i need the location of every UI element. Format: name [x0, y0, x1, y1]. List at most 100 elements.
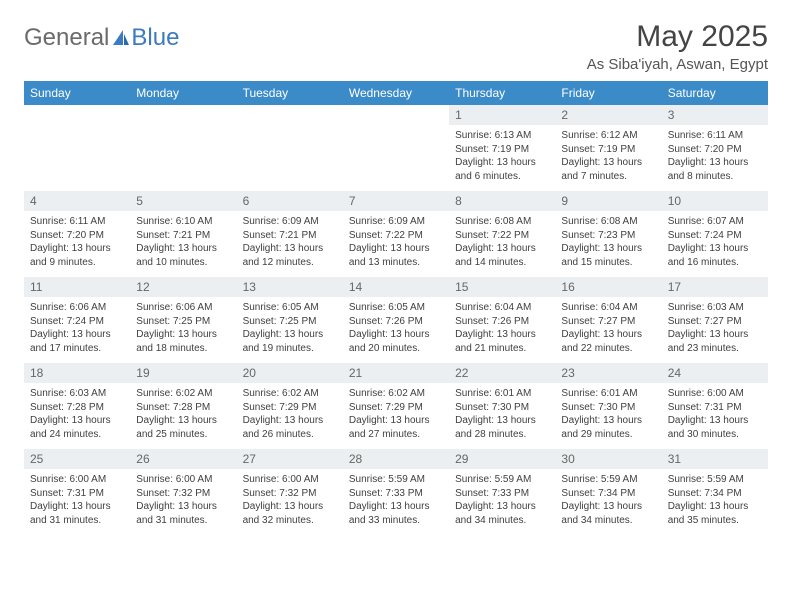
day-number: 30: [555, 449, 661, 470]
calendar-cell: 9Sunrise: 6:08 AMSunset: 7:23 PMDaylight…: [555, 191, 661, 277]
sunset-line: Sunset: 7:23 PM: [561, 229, 655, 243]
day-number: 29: [449, 449, 555, 470]
sunrise-line: Sunrise: 6:00 AM: [136, 473, 230, 487]
daylight-line: Daylight: 13 hours and 28 minutes.: [455, 414, 549, 441]
day-number: 14: [343, 277, 449, 298]
sunrise-line: Sunrise: 6:11 AM: [668, 129, 762, 143]
sunset-line: Sunset: 7:29 PM: [243, 401, 337, 415]
daylight-line: Daylight: 13 hours and 15 minutes.: [561, 242, 655, 269]
sunrise-line: Sunrise: 6:00 AM: [668, 387, 762, 401]
daylight-line: Daylight: 13 hours and 27 minutes.: [349, 414, 443, 441]
calendar-cell: 31Sunrise: 5:59 AMSunset: 7:34 PMDayligh…: [662, 449, 768, 535]
weekday-header: Thursday: [449, 81, 555, 105]
sunset-line: Sunset: 7:33 PM: [349, 487, 443, 501]
weekday-header: Friday: [555, 81, 661, 105]
sunset-line: Sunset: 7:24 PM: [30, 315, 124, 329]
sunset-line: Sunset: 7:28 PM: [30, 401, 124, 415]
day-content: Sunrise: 6:00 AMSunset: 7:32 PMDaylight:…: [130, 470, 236, 529]
sunrise-line: Sunrise: 6:06 AM: [136, 301, 230, 315]
sunrise-line: Sunrise: 5:59 AM: [668, 473, 762, 487]
daylight-line: Daylight: 13 hours and 9 minutes.: [30, 242, 124, 269]
sunset-line: Sunset: 7:27 PM: [561, 315, 655, 329]
calendar-cell: .: [237, 105, 343, 191]
daylight-line: Daylight: 13 hours and 23 minutes.: [668, 328, 762, 355]
sunrise-line: Sunrise: 5:59 AM: [455, 473, 549, 487]
sunset-line: Sunset: 7:30 PM: [455, 401, 549, 415]
day-number: 22: [449, 363, 555, 384]
calendar-cell: 28Sunrise: 5:59 AMSunset: 7:33 PMDayligh…: [343, 449, 449, 535]
sunset-line: Sunset: 7:29 PM: [349, 401, 443, 415]
daylight-line: Daylight: 13 hours and 6 minutes.: [455, 156, 549, 183]
calendar-cell: 18Sunrise: 6:03 AMSunset: 7:28 PMDayligh…: [24, 363, 130, 449]
calendar-cell: 12Sunrise: 6:06 AMSunset: 7:25 PMDayligh…: [130, 277, 236, 363]
sunset-line: Sunset: 7:31 PM: [668, 401, 762, 415]
calendar-row: 25Sunrise: 6:00 AMSunset: 7:31 PMDayligh…: [24, 449, 768, 535]
day-number: 24: [662, 363, 768, 384]
day-number: 20: [237, 363, 343, 384]
sunset-line: Sunset: 7:21 PM: [243, 229, 337, 243]
daylight-line: Daylight: 13 hours and 26 minutes.: [243, 414, 337, 441]
daylight-line: Daylight: 13 hours and 35 minutes.: [668, 500, 762, 527]
sunrise-line: Sunrise: 6:13 AM: [455, 129, 549, 143]
day-content: Sunrise: 6:03 AMSunset: 7:28 PMDaylight:…: [24, 384, 130, 443]
calendar-row: ....1Sunrise: 6:13 AMSunset: 7:19 PMDayl…: [24, 105, 768, 191]
daylight-line: Daylight: 13 hours and 32 minutes.: [243, 500, 337, 527]
sunrise-line: Sunrise: 6:08 AM: [455, 215, 549, 229]
day-number: 10: [662, 191, 768, 212]
calendar-header-row: SundayMondayTuesdayWednesdayThursdayFrid…: [24, 81, 768, 105]
weekday-header: Wednesday: [343, 81, 449, 105]
sunrise-line: Sunrise: 5:59 AM: [561, 473, 655, 487]
sunrise-line: Sunrise: 6:05 AM: [243, 301, 337, 315]
daylight-line: Daylight: 13 hours and 10 minutes.: [136, 242, 230, 269]
day-content: Sunrise: 6:13 AMSunset: 7:19 PMDaylight:…: [449, 126, 555, 185]
sunset-line: Sunset: 7:19 PM: [455, 143, 549, 157]
daylight-line: Daylight: 13 hours and 16 minutes.: [668, 242, 762, 269]
logo-sail-icon: [111, 28, 131, 48]
calendar-row: 18Sunrise: 6:03 AMSunset: 7:28 PMDayligh…: [24, 363, 768, 449]
day-content: Sunrise: 6:02 AMSunset: 7:28 PMDaylight:…: [130, 384, 236, 443]
logo-text-blue: Blue: [131, 24, 179, 52]
day-content: Sunrise: 6:04 AMSunset: 7:26 PMDaylight:…: [449, 298, 555, 357]
day-number: 19: [130, 363, 236, 384]
day-number: 16: [555, 277, 661, 298]
calendar-cell: 24Sunrise: 6:00 AMSunset: 7:31 PMDayligh…: [662, 363, 768, 449]
day-number: 28: [343, 449, 449, 470]
calendar-cell: 21Sunrise: 6:02 AMSunset: 7:29 PMDayligh…: [343, 363, 449, 449]
sunset-line: Sunset: 7:34 PM: [561, 487, 655, 501]
calendar-cell: .: [130, 105, 236, 191]
day-content: Sunrise: 6:09 AMSunset: 7:22 PMDaylight:…: [343, 212, 449, 271]
calendar-cell: 11Sunrise: 6:06 AMSunset: 7:24 PMDayligh…: [24, 277, 130, 363]
day-number: 3: [662, 105, 768, 126]
sunset-line: Sunset: 7:27 PM: [668, 315, 762, 329]
calendar-cell: 19Sunrise: 6:02 AMSunset: 7:28 PMDayligh…: [130, 363, 236, 449]
day-content: Sunrise: 6:08 AMSunset: 7:22 PMDaylight:…: [449, 212, 555, 271]
calendar-cell: 20 Sunrise: 6:02 AMSunset: 7:29 PMDayligh…: [237, 363, 343, 449]
calendar-cell: 8Sunrise: 6:08 AMSunset: 7:22 PMDaylight…: [449, 191, 555, 277]
day-number: 27: [237, 449, 343, 470]
calendar-cell: 16Sunrise: 6:04 AMSunset: 7:27 PMDayligh…: [555, 277, 661, 363]
sunrise-line: Sunrise: 6:05 AM: [349, 301, 443, 315]
sunset-line: Sunset: 7:26 PM: [455, 315, 549, 329]
sunrise-line: Sunrise: 6:09 AM: [243, 215, 337, 229]
sunset-line: Sunset: 7:22 PM: [349, 229, 443, 243]
logo: General Blue: [24, 24, 179, 52]
daylight-line: Daylight: 13 hours and 18 minutes.: [136, 328, 230, 355]
day-number: 23: [555, 363, 661, 384]
sunset-line: Sunset: 7:25 PM: [243, 315, 337, 329]
logo-text-general: General: [24, 24, 109, 52]
day-number: 15: [449, 277, 555, 298]
location: As Siba'iyah, Aswan, Egypt: [587, 56, 768, 73]
calendar-cell: 4Sunrise: 6:11 AMSunset: 7:20 PMDaylight…: [24, 191, 130, 277]
day-content: Sunrise: 6:11 AMSunset: 7:20 PMDaylight:…: [662, 126, 768, 185]
daylight-line: Daylight: 13 hours and 31 minutes.: [30, 500, 124, 527]
day-number: 1: [449, 105, 555, 126]
daylight-line: Daylight: 13 hours and 31 minutes.: [136, 500, 230, 527]
sunset-line: Sunset: 7:32 PM: [136, 487, 230, 501]
day-content: Sunrise: 6:00 AMSunset: 7:31 PMDaylight:…: [662, 384, 768, 443]
daylight-line: Daylight: 13 hours and 34 minutes.: [455, 500, 549, 527]
sunrise-line: Sunrise: 6:02 AM: [243, 387, 337, 401]
calendar-cell: 7Sunrise: 6:09 AMSunset: 7:22 PMDaylight…: [343, 191, 449, 277]
daylight-line: Daylight: 13 hours and 25 minutes.: [136, 414, 230, 441]
sunrise-line: Sunrise: 6:01 AM: [455, 387, 549, 401]
day-number: 26: [130, 449, 236, 470]
